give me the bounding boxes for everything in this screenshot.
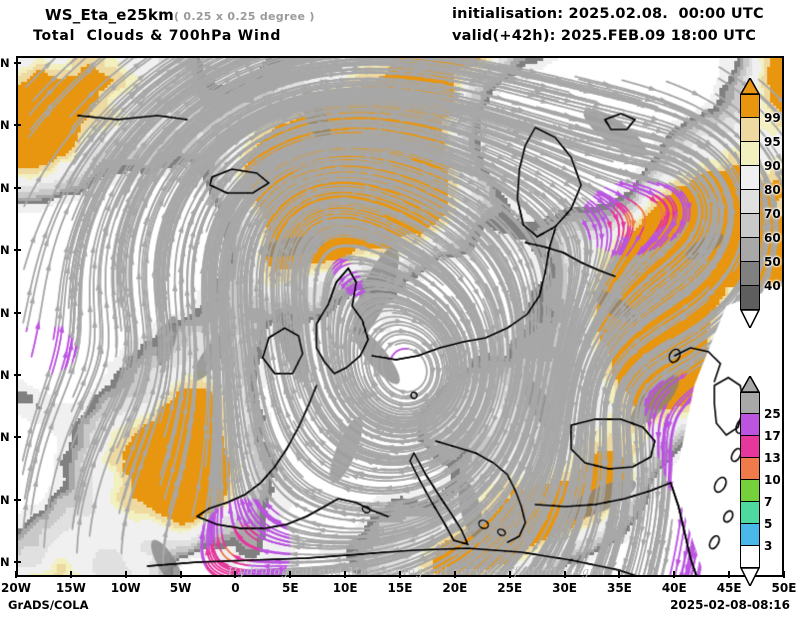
latitude-tick-mark — [14, 373, 21, 376]
colorbar-bottom-arrow — [739, 567, 761, 588]
colorbar-tick-label: 90 — [764, 159, 781, 173]
colorbar-tick-label: 10 — [764, 473, 781, 487]
longitude-tick-mark — [344, 571, 347, 578]
map-plot-area[interactable] — [16, 56, 784, 577]
map-canvas[interactable] — [18, 58, 782, 575]
colorbar-segment — [740, 414, 760, 436]
latitude-tick-label: N — [0, 492, 10, 507]
longitude-tick-mark — [563, 571, 566, 578]
longitude-tick-label: 25E — [497, 581, 523, 595]
colorbar-segment — [740, 190, 760, 214]
colorbar-segment — [740, 166, 760, 190]
longitude-tick-label: 15E — [387, 581, 413, 595]
colorbar-tick-label: 17 — [764, 429, 781, 443]
colorbar-segment — [740, 436, 760, 458]
longitude-tick-mark — [399, 571, 401, 578]
longitude-tick-mark — [508, 571, 511, 578]
colorbar-tick-label: 40 — [764, 279, 781, 293]
colorbar-bottom-arrow — [739, 309, 761, 330]
longitude-tick-mark — [618, 571, 621, 578]
colorbar-tick-label: 25 — [764, 407, 781, 421]
latitude-tick-label: N — [0, 56, 10, 70]
longitude-tick-mark — [783, 571, 785, 578]
initialisation-time-label: initialisation: 2025.02.08. 00:00 UTC — [452, 6, 764, 22]
longitude-tick-mark — [289, 571, 292, 578]
latitude-tick-label: N — [0, 180, 10, 195]
colorbar-segment — [740, 458, 760, 480]
colorbar-segment — [740, 502, 760, 524]
longitude-tick-label: 45E — [716, 581, 742, 595]
latitude-tick-label: N — [0, 367, 10, 382]
colorbar-tick-label: 5 — [764, 517, 773, 531]
longitude-tick-mark — [179, 571, 182, 578]
longitude-tick-label: 35E — [606, 581, 632, 595]
colorbar-segment — [740, 142, 760, 166]
colorbar-segment — [740, 524, 760, 546]
producer-label: GrADS/COLA — [8, 598, 89, 612]
longitude-tick-label: 50E — [771, 581, 797, 595]
colorbar-segment — [740, 392, 760, 414]
colorbar-tick-label: 60 — [764, 231, 781, 245]
generated-timestamp-label: 2025-02-08-08:16 — [670, 598, 790, 612]
longitude-tick-mark — [673, 571, 676, 578]
colorbar-segment — [740, 118, 760, 142]
longitude-tick-label: 10W — [110, 581, 141, 595]
longitude-tick-label: 0 — [231, 581, 240, 595]
latitude-tick-mark — [14, 498, 21, 501]
colorbar-segment — [740, 94, 760, 118]
model-name-label: WS_Eta_e25km( 0.25 x 0.25 degree ) — [45, 6, 315, 24]
colorbar-tick-label: 99 — [764, 111, 781, 125]
latitude-tick-mark — [14, 62, 21, 64]
colorbar-segment — [740, 262, 760, 286]
longitude-tick-label: 40E — [661, 581, 687, 595]
longitude-tick-label: 20E — [442, 581, 468, 595]
latitude-tick-label: N — [0, 243, 10, 258]
longitude-tick-label: 5E — [282, 581, 299, 595]
latitude-tick-label: N — [0, 118, 10, 133]
latitude-tick-label: N — [0, 430, 10, 445]
colorbar-tick-label: 95 — [764, 135, 781, 149]
longitude-tick-mark — [453, 571, 456, 578]
valid-time-label: valid(+42h): 2025.FEB.09 18:00 UTC — [452, 28, 757, 44]
latitude-tick-label: N — [0, 555, 10, 569]
colorbar-tick-label: 7 — [764, 495, 773, 509]
colorbar-tick-label: 70 — [764, 207, 781, 221]
colorbar-tick-label: 13 — [764, 451, 781, 465]
colorbar-segment — [740, 238, 760, 262]
longitude-tick-label: 15W — [55, 581, 86, 595]
latitude-tick-mark — [14, 561, 21, 563]
model-resolution-text: ( 0.25 x 0.25 degree ) — [173, 10, 315, 23]
colorbar-top-arrow — [739, 76, 761, 95]
colorbar-segment — [740, 546, 760, 568]
product-title-label: Total Clouds & 700hPa Wind — [33, 28, 282, 44]
latitude-tick-mark — [14, 186, 21, 189]
latitude-tick-mark — [14, 436, 21, 439]
longitude-tick-label: 30E — [552, 581, 578, 595]
latitude-tick-label: N — [0, 305, 10, 320]
colorbar-tick-label: 3 — [764, 539, 773, 553]
colorbar-segment — [740, 480, 760, 502]
longitude-tick-label: 20W — [1, 581, 31, 595]
colorbar-top-arrow — [739, 374, 761, 393]
latitude-tick-mark — [14, 249, 21, 252]
latitude-tick-mark — [14, 124, 21, 127]
colorbar-tick-label: 80 — [764, 183, 781, 197]
model-name-text: WS_Eta_e25km — [45, 6, 174, 24]
longitude-tick-mark — [728, 571, 731, 578]
latitude-tick-mark — [14, 311, 21, 314]
colorbar-segment — [740, 214, 760, 238]
longitude-tick-mark — [15, 571, 17, 578]
longitude-tick-label: 5W — [169, 581, 192, 595]
longitude-tick-mark — [69, 571, 72, 578]
longitude-tick-mark — [124, 571, 127, 578]
longitude-tick-label: 10E — [332, 581, 358, 595]
colorbar-tick-label: 50 — [764, 255, 781, 269]
colorbar-segment — [740, 286, 760, 310]
longitude-tick-mark — [234, 571, 237, 578]
